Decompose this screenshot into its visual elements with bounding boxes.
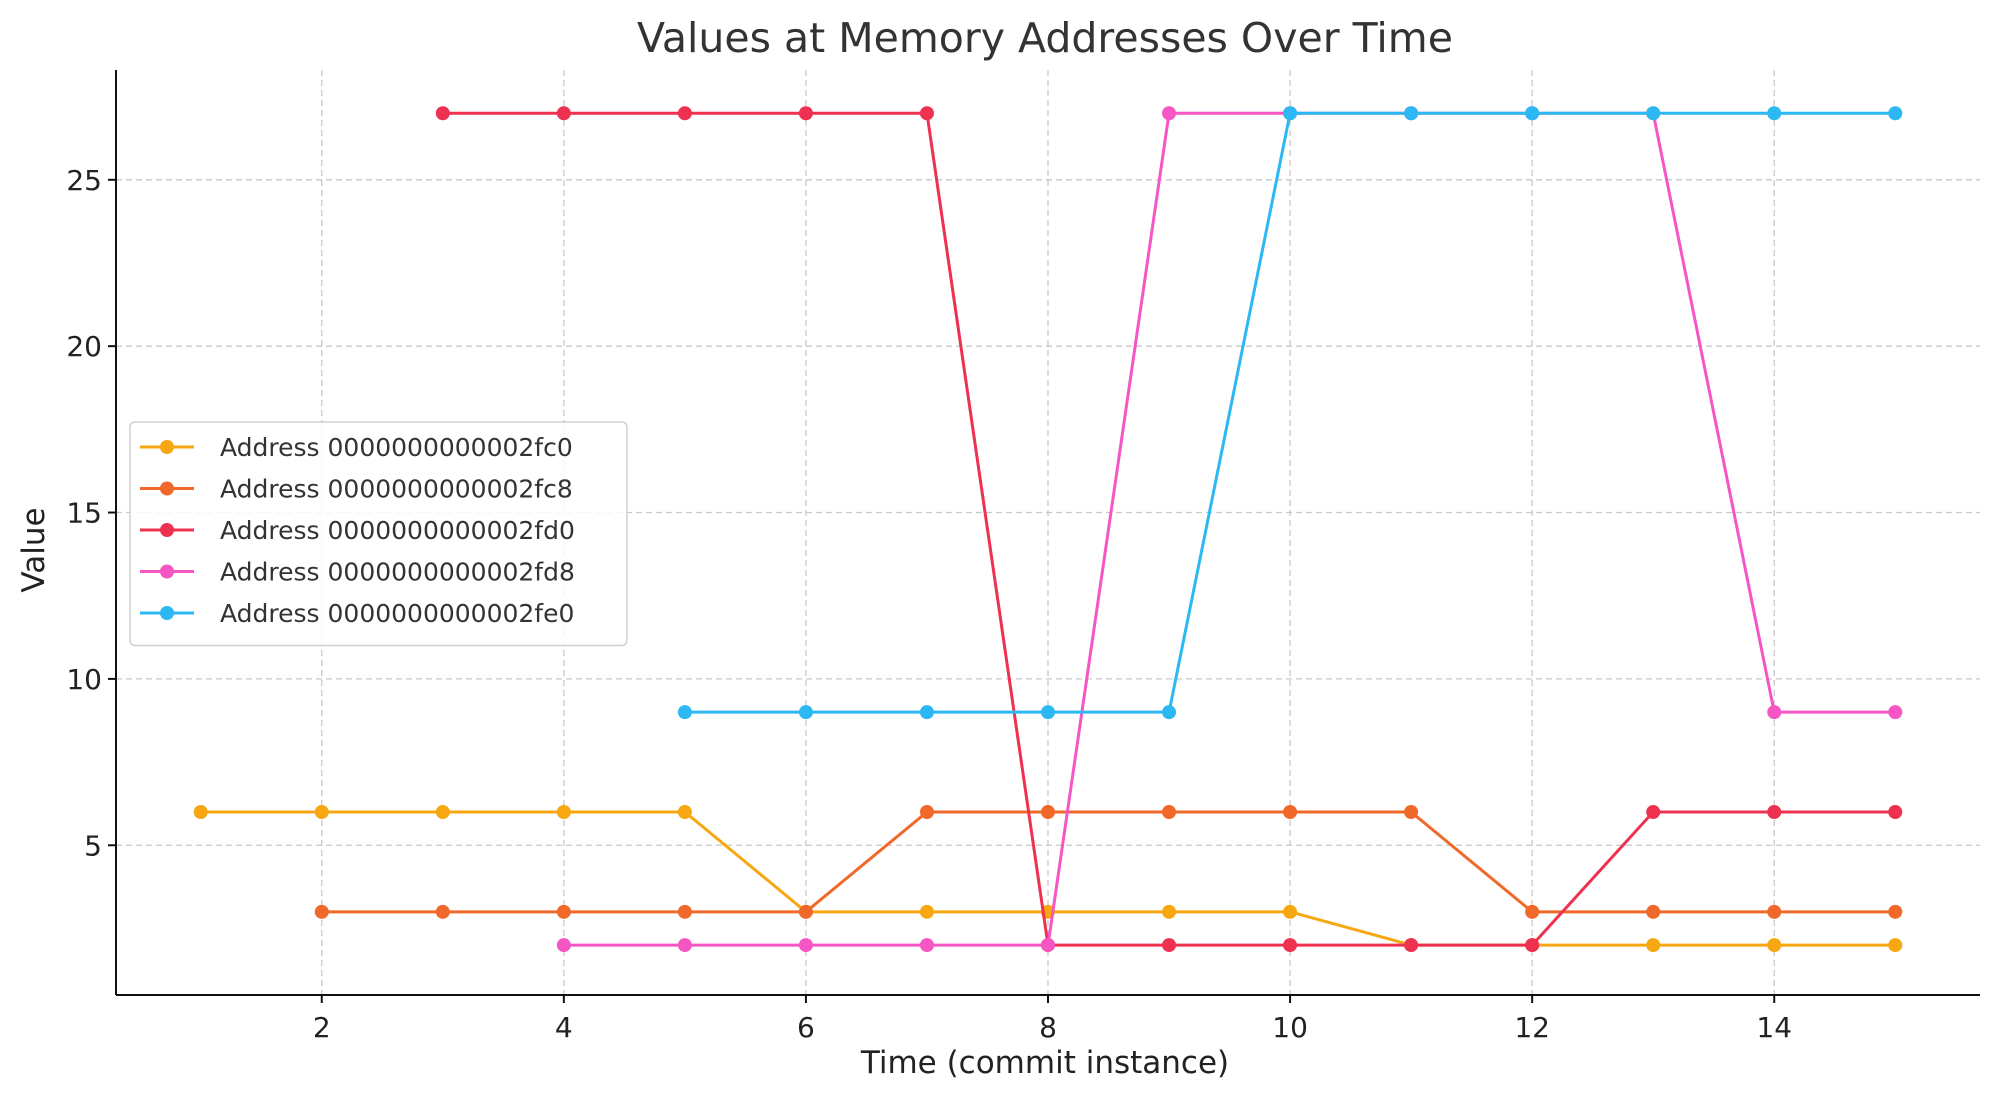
data-point — [1767, 904, 1782, 919]
x-tick-label: 8 — [1039, 1011, 1057, 1044]
grid — [116, 70, 1980, 995]
legend-label: Address 0000000000002fc0 — [220, 433, 573, 462]
data-point — [1646, 938, 1661, 953]
data-point — [193, 804, 208, 819]
series-2 — [314, 804, 1903, 919]
legend: Address 0000000000002fc0 Address 00000000… — [129, 421, 628, 647]
series-line — [321, 810, 1896, 914]
legend-marker — [160, 523, 174, 537]
data-point — [798, 938, 813, 953]
x-tick-label: 12 — [1514, 1011, 1550, 1044]
chart-title: Values at Memory Addresses Over Time — [637, 14, 1453, 62]
data-point — [1283, 904, 1298, 919]
data-point — [1162, 804, 1177, 819]
y-axis-label: Value — [16, 507, 52, 592]
series-4 — [556, 106, 1903, 953]
legend-label: Address 0000000000002fe0 — [220, 599, 574, 628]
data-point — [1888, 938, 1903, 953]
data-point — [435, 106, 450, 121]
legend-marker — [160, 481, 174, 496]
data-point — [798, 106, 813, 121]
data-point — [1767, 938, 1782, 953]
data-point — [1888, 804, 1903, 819]
series-layer — [193, 106, 1903, 953]
y-tick-label: 25 — [66, 164, 102, 197]
data-point — [1646, 804, 1661, 819]
data-point — [798, 705, 813, 720]
data-point — [1767, 804, 1782, 819]
data-point — [1888, 904, 1903, 919]
data-point — [919, 106, 934, 121]
legend-marker — [160, 606, 174, 620]
data-point — [1283, 804, 1298, 819]
data-point — [1646, 904, 1661, 919]
series-3 — [435, 106, 1903, 953]
data-point — [1162, 106, 1177, 121]
data-point — [919, 804, 934, 819]
data-point — [1162, 904, 1177, 919]
data-point — [677, 904, 692, 919]
legend-marker — [160, 564, 174, 579]
legend-label: Address 0000000000002fd8 — [220, 558, 575, 587]
x-tick-label: 4 — [555, 1011, 573, 1044]
data-point — [435, 804, 450, 819]
legend-item: Address 0000000000002fd0 — [140, 516, 575, 545]
legend-item: Address 0000000000002fc8 — [140, 475, 573, 504]
data-point — [1525, 938, 1540, 953]
y-tick-label: 20 — [66, 330, 102, 363]
y-tick-label: 10 — [66, 663, 102, 696]
data-point — [1041, 705, 1055, 720]
axes: 2 4 6 8 10 12 14 5 10 15 20 25 — [66, 70, 1980, 1044]
data-point — [1162, 705, 1177, 720]
data-point — [1888, 705, 1903, 720]
data-point — [677, 705, 692, 720]
y-tick-label: 5 — [84, 829, 102, 862]
legend-item: Address 0000000000002fc0 — [140, 433, 573, 462]
data-point — [1283, 106, 1298, 121]
legend-marker — [160, 440, 174, 454]
series-line — [563, 111, 1896, 947]
x-tick-label: 14 — [1756, 1011, 1792, 1044]
data-point — [314, 904, 329, 919]
data-point — [677, 938, 692, 953]
data-point — [1646, 106, 1661, 121]
data-point — [919, 705, 934, 720]
y-tick-label: 15 — [66, 497, 102, 530]
data-point — [1404, 804, 1419, 819]
data-point — [314, 804, 329, 819]
series-5 — [677, 106, 1903, 720]
data-point — [919, 904, 934, 919]
data-point — [919, 938, 934, 953]
legend-label: Address 0000000000002fd0 — [220, 516, 575, 545]
data-point — [435, 904, 450, 919]
data-point — [677, 804, 692, 819]
data-point — [1041, 804, 1055, 819]
data-point — [556, 938, 571, 953]
legend-box — [129, 421, 628, 647]
data-point — [798, 904, 813, 919]
data-point — [1767, 106, 1782, 121]
x-tick-label: 6 — [797, 1011, 815, 1044]
legend-item: Address 0000000000002fe0 — [140, 599, 574, 628]
x-tick-label: 10 — [1272, 1011, 1308, 1044]
data-point — [1525, 106, 1540, 121]
data-point — [1162, 938, 1177, 953]
data-point — [1283, 938, 1298, 953]
data-point — [1525, 904, 1540, 919]
data-point — [556, 904, 571, 919]
data-point — [1404, 938, 1419, 953]
data-point — [556, 804, 571, 819]
data-point — [1041, 938, 1055, 953]
data-point — [1767, 705, 1782, 720]
x-tick-label: 2 — [313, 1011, 331, 1044]
x-axis-label: Time (commit instance) — [860, 1045, 1229, 1081]
data-point — [1404, 106, 1419, 121]
data-point — [1888, 106, 1903, 121]
legend-item: Address 0000000000002fd8 — [140, 558, 575, 587]
data-point — [677, 106, 692, 121]
data-point — [556, 106, 571, 121]
legend-label: Address 0000000000002fc8 — [220, 475, 573, 504]
